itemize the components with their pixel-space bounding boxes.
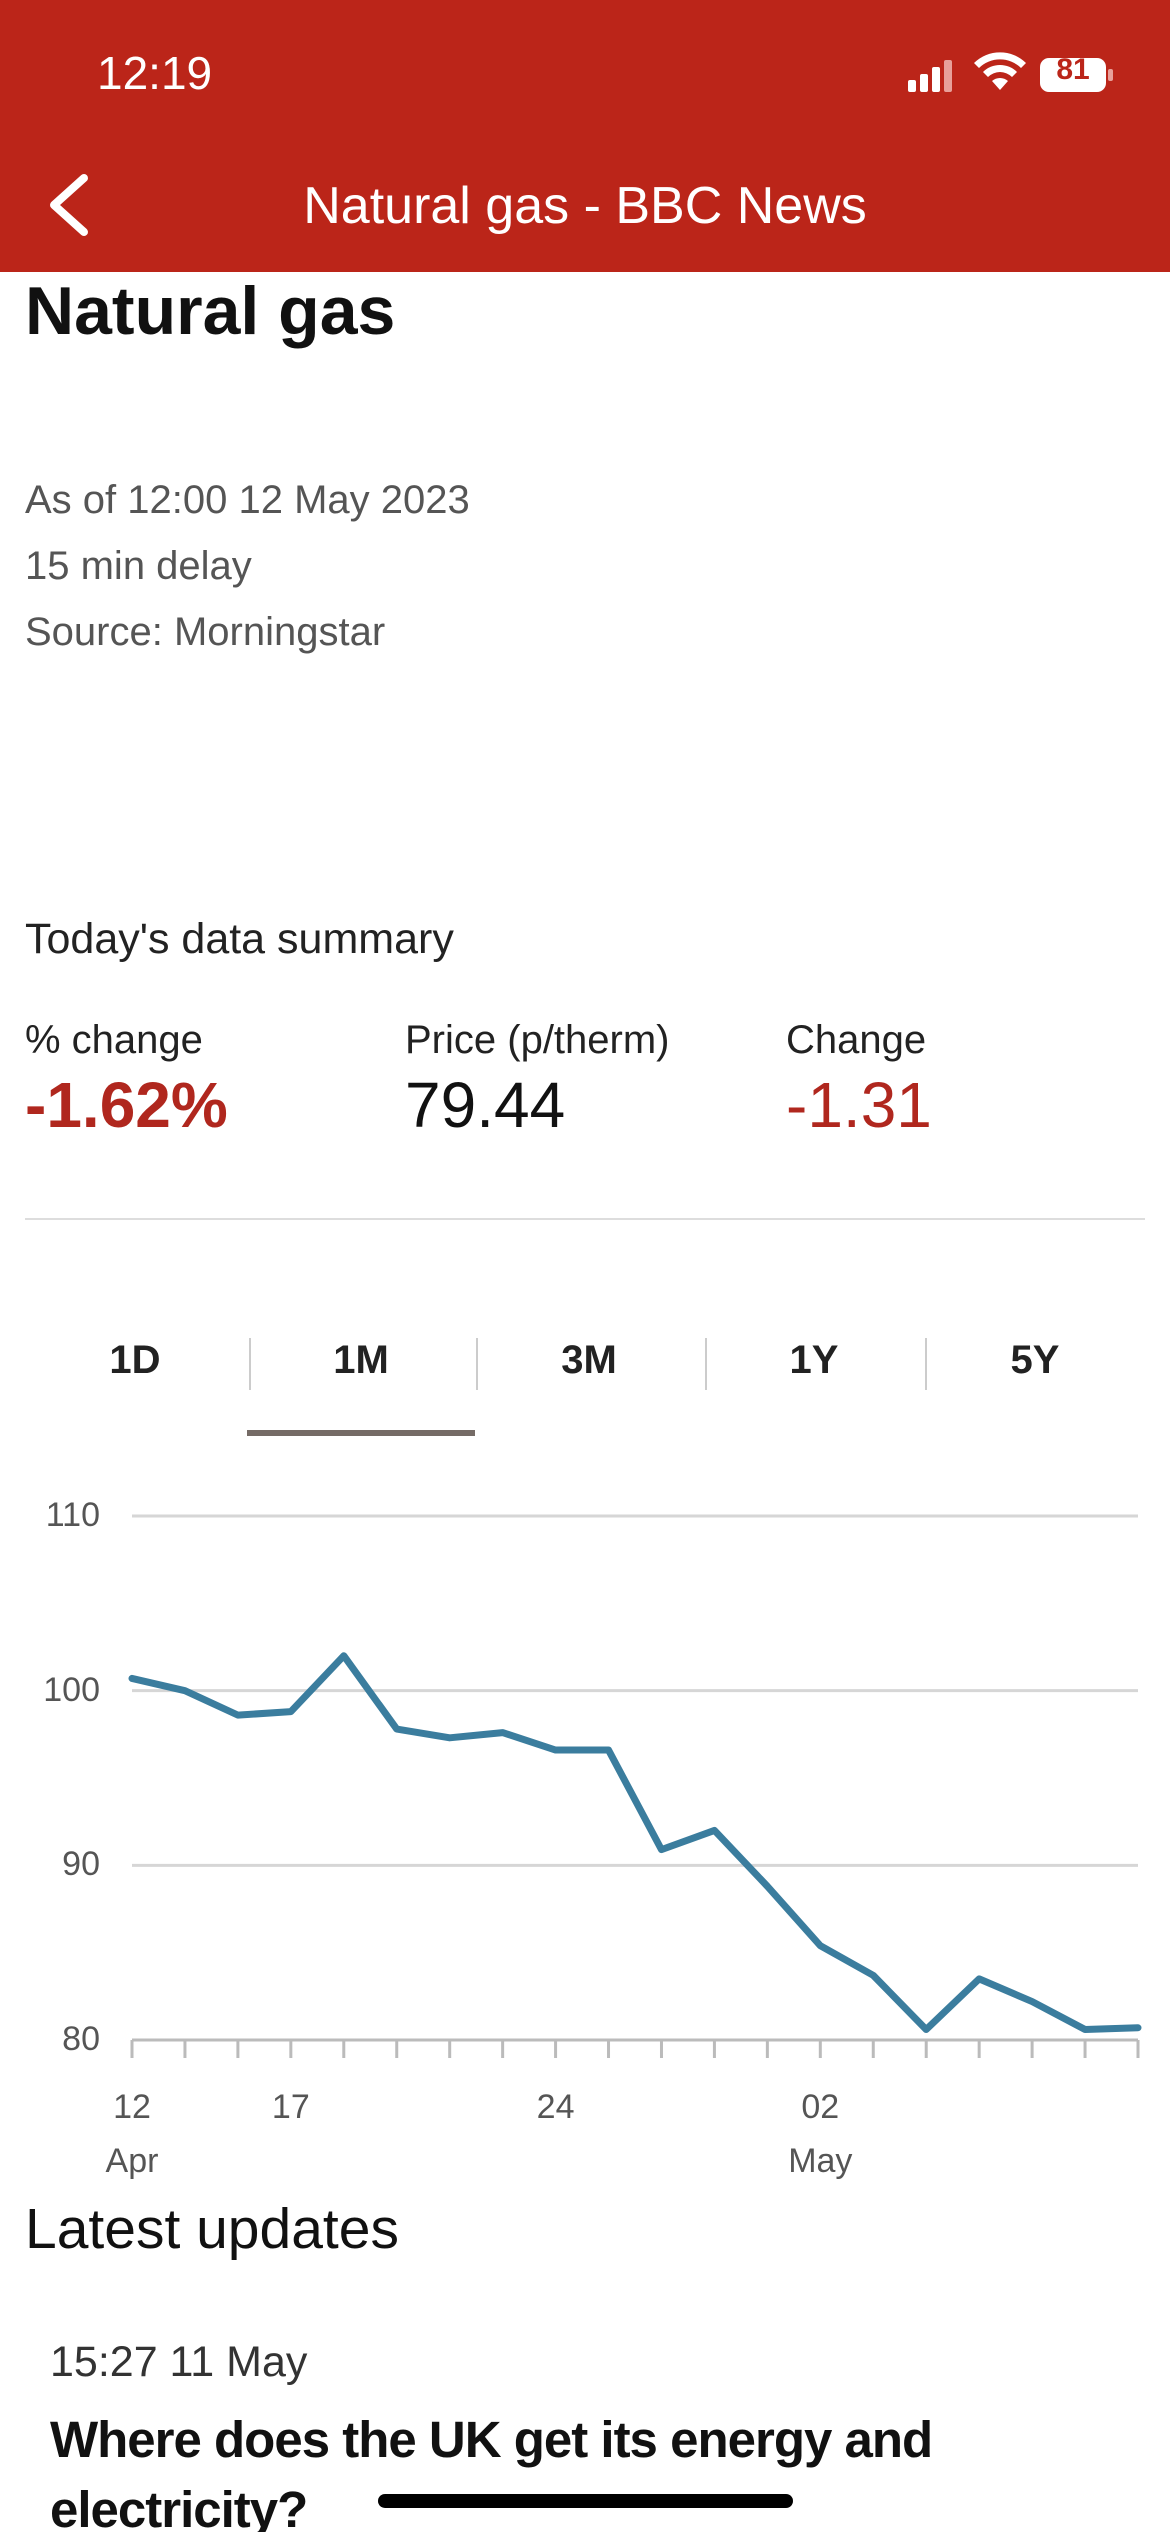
home-indicator: [378, 2494, 793, 2508]
data-line: [128, 1652, 1142, 2034]
tab[interactable]: 5Y: [1010, 1338, 1060, 1382]
x-tick-label: 02 May: [788, 2088, 853, 2180]
battery-level: 81: [1056, 53, 1090, 86]
summary-value: -1.31: [786, 1069, 932, 1141]
chart: [128, 1514, 1142, 2058]
summary-label: % change: [25, 1018, 203, 1062]
meta-text: As of 12:00 12 May 2023: [25, 478, 470, 522]
page-heading: Natural gas: [25, 273, 396, 349]
tab[interactable]: 1M: [333, 1338, 389, 1382]
tab-indicator: [247, 1430, 475, 1436]
x-tick-label: 17: [271, 2088, 310, 2126]
tab-separator: [705, 1338, 707, 1390]
status-time: 12:19: [97, 47, 213, 99]
x-tick-label: 12 Apr: [105, 2088, 159, 2180]
header-bar: [0, 0, 1170, 272]
x-tick-label: 24: [536, 2088, 575, 2126]
y-tick-label: 80: [62, 2020, 100, 2058]
back-button[interactable]: [40, 170, 100, 240]
meta-text: 15 min delay: [25, 544, 252, 588]
summary-value: -1.62%: [25, 1069, 228, 1141]
status-icons: [908, 52, 1113, 92]
update-time: 15:27 11 May: [50, 2338, 308, 2386]
tab-separator: [925, 1338, 927, 1390]
tab-separator: [476, 1338, 478, 1390]
summary-title: Today's data summary: [25, 915, 454, 963]
summary-label: Price (p/therm): [405, 1018, 670, 1062]
y-tick-label: 110: [45, 1496, 100, 1534]
tab[interactable]: 3M: [561, 1338, 617, 1382]
summary-value: 79.44: [405, 1069, 566, 1141]
tab[interactable]: 1D: [109, 1338, 161, 1382]
divider: [25, 1218, 1145, 1220]
section-title: Latest updates: [25, 2197, 399, 2261]
nav-title: Natural gas - BBC News: [303, 177, 867, 235]
tab-separator: [249, 1338, 251, 1390]
y-tick-label: 90: [62, 1845, 100, 1884]
meta-text: Source: Morningstar: [25, 610, 386, 654]
update-headline[interactable]: Where does the UK get its energy and ele…: [50, 2411, 933, 2532]
summary-label: Change: [786, 1018, 927, 1062]
tab[interactable]: 1Y: [789, 1338, 839, 1382]
y-tick-label: 100: [43, 1670, 100, 1709]
